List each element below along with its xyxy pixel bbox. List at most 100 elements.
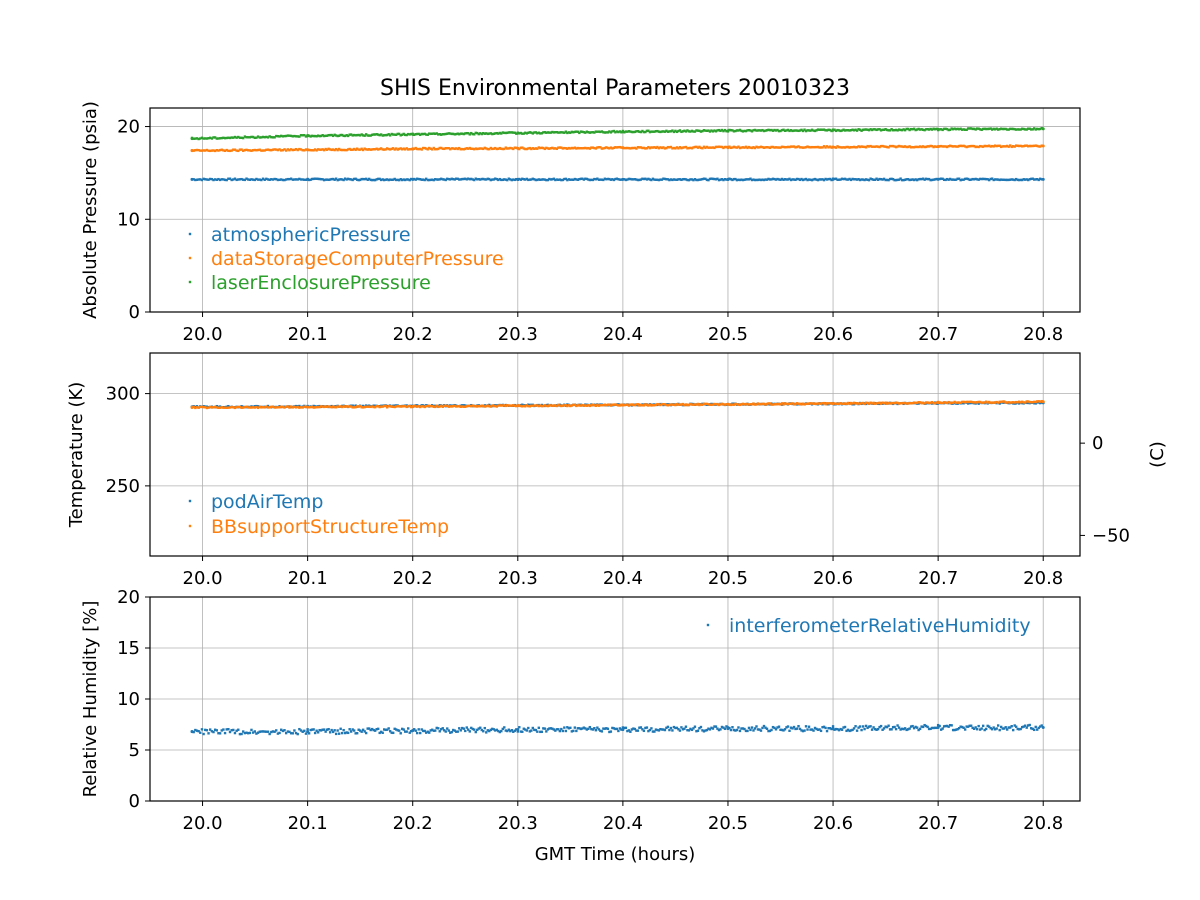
data-point xyxy=(924,145,928,149)
data-point-key xyxy=(306,177,310,181)
data-point xyxy=(828,145,832,148)
x-tick-label: 20.3 xyxy=(498,568,538,589)
data-point xyxy=(546,728,550,731)
data-point xyxy=(477,404,480,408)
data-point xyxy=(243,731,247,735)
data-point-key xyxy=(936,127,940,131)
data-point xyxy=(720,725,724,729)
data-point xyxy=(608,147,611,150)
data-point xyxy=(441,405,444,408)
data-point xyxy=(440,728,443,731)
data-point xyxy=(414,178,417,181)
data-point xyxy=(238,148,242,151)
data-point xyxy=(975,728,979,731)
data-point xyxy=(894,727,898,731)
data-point xyxy=(624,403,628,406)
data-point xyxy=(696,729,700,732)
data-point xyxy=(1005,728,1009,731)
data-point xyxy=(564,147,568,150)
data-point xyxy=(351,406,354,409)
data-point xyxy=(768,128,772,132)
data-point xyxy=(857,178,860,181)
data-point xyxy=(284,149,288,152)
data-point xyxy=(870,728,874,731)
data-point xyxy=(912,178,916,182)
data-point xyxy=(908,727,911,730)
data-point xyxy=(545,178,548,182)
data-point xyxy=(438,730,441,733)
data-point xyxy=(596,130,599,133)
data-point xyxy=(522,404,526,408)
data-point xyxy=(797,177,800,181)
data-point xyxy=(238,405,242,409)
data-point xyxy=(1022,401,1025,404)
data-point xyxy=(722,403,725,406)
y-axis-label: Temperature (K) xyxy=(66,382,87,529)
data-point xyxy=(555,728,559,731)
data-point xyxy=(273,730,276,733)
data-point xyxy=(660,403,664,406)
data-point xyxy=(876,727,880,731)
data-point xyxy=(1004,726,1007,729)
data-point xyxy=(446,404,449,408)
data-point xyxy=(266,404,270,408)
data-point xyxy=(260,730,263,733)
data-point xyxy=(917,127,920,131)
data-point xyxy=(414,405,417,408)
data-point xyxy=(456,147,459,151)
data-point xyxy=(195,178,199,181)
data-point xyxy=(743,403,746,406)
data-point xyxy=(614,727,617,731)
data-point xyxy=(935,402,938,405)
data-point xyxy=(212,178,215,182)
data-point xyxy=(806,145,809,148)
data-point xyxy=(783,146,787,149)
data-point xyxy=(756,402,760,405)
data-point xyxy=(363,134,366,137)
y-tick-label: 0 xyxy=(129,302,140,323)
data-point xyxy=(864,401,868,404)
data-point xyxy=(379,133,383,136)
data-point xyxy=(438,133,441,136)
data-point xyxy=(531,404,535,407)
data-point xyxy=(250,406,253,409)
data-point xyxy=(266,148,270,151)
data-point xyxy=(1036,728,1039,731)
data-point xyxy=(962,144,965,148)
data-point xyxy=(699,130,703,133)
data-point xyxy=(381,731,384,735)
data-point xyxy=(273,406,276,409)
data-point xyxy=(337,134,341,137)
data-point xyxy=(205,178,209,181)
data-point xyxy=(1021,178,1024,182)
data-point xyxy=(278,135,281,138)
data-point xyxy=(653,146,656,149)
data-point xyxy=(770,178,773,181)
data-point xyxy=(261,406,265,409)
data-point xyxy=(587,146,590,150)
data-point xyxy=(446,147,449,150)
data-point xyxy=(893,725,896,729)
data-point-key xyxy=(190,405,194,409)
data-point xyxy=(995,178,998,181)
data-point xyxy=(732,177,736,181)
data-point xyxy=(455,132,458,136)
data-point xyxy=(288,177,291,181)
data-point xyxy=(938,401,941,404)
data-point xyxy=(708,403,712,406)
data-point xyxy=(666,725,670,729)
data-point xyxy=(747,178,751,181)
data-point xyxy=(921,145,925,148)
data-point xyxy=(651,146,655,149)
data-point xyxy=(1030,144,1033,148)
data-point xyxy=(578,727,581,730)
data-point xyxy=(785,726,788,729)
data-point xyxy=(879,144,883,148)
data-point xyxy=(253,405,256,408)
data-point xyxy=(441,133,444,136)
data-point xyxy=(1007,145,1010,148)
data-point xyxy=(987,144,991,147)
data-point xyxy=(343,731,347,735)
data-point xyxy=(385,406,389,409)
data-point xyxy=(639,146,643,149)
